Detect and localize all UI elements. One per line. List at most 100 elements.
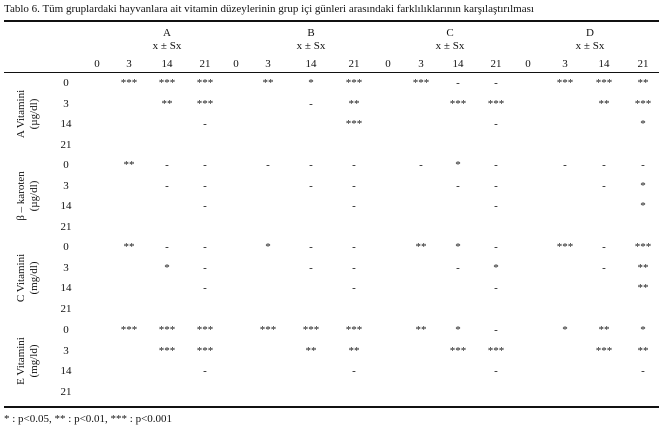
- significance-cell: -: [494, 159, 498, 171]
- significance-cell: -: [494, 241, 498, 253]
- significance-cell: ***: [556, 241, 574, 253]
- section-label: β – karoten (µg/dl): [15, 171, 41, 221]
- significance-cell: -: [352, 200, 356, 212]
- significance-cell: -: [494, 179, 498, 192]
- significance-cell: *: [493, 261, 499, 274]
- significance-cell: *: [562, 324, 568, 336]
- section-label-line: (mg/dl): [28, 261, 40, 295]
- row-day-label: 21: [60, 220, 72, 233]
- significance-cell: -: [494, 282, 498, 294]
- significance-cell: *: [640, 179, 646, 192]
- significance-cell: -: [266, 159, 270, 171]
- row-day-label: 21: [60, 302, 72, 315]
- significance-cell: -: [494, 200, 498, 212]
- significance-cell: ***: [449, 97, 467, 110]
- day-column-header: 3: [126, 58, 132, 70]
- significance-cell: -: [309, 261, 313, 274]
- significance-cell: -: [494, 324, 498, 336]
- bottom-rule: [4, 406, 659, 408]
- significance-cell: -: [165, 159, 169, 171]
- significance-cell: -: [203, 241, 207, 253]
- significance-cell: **: [637, 77, 649, 89]
- significance-cell: -: [563, 159, 567, 171]
- significance-cell: -: [309, 97, 313, 110]
- significance-cell: -: [456, 261, 460, 274]
- significance-cell: *: [640, 118, 646, 130]
- significance-cell: -: [165, 179, 169, 192]
- day-column-header: 21: [348, 58, 360, 70]
- row-day-label: 0: [63, 159, 69, 171]
- significance-cell: **: [415, 241, 427, 253]
- group-name: D: [586, 27, 594, 39]
- significance-cell: ***: [158, 77, 176, 89]
- significance-cell: **: [415, 324, 427, 336]
- group-name: C: [446, 27, 454, 39]
- group-stat: x ± Sx: [152, 40, 182, 52]
- day-column-header: 14: [452, 58, 464, 70]
- group-stat: x ± Sx: [296, 40, 326, 52]
- significance-cell: -: [203, 159, 207, 171]
- significance-cell: ***: [158, 344, 176, 357]
- significance-cell: *: [308, 77, 314, 89]
- row-day-label: 0: [63, 77, 69, 89]
- significance-cell: **: [598, 324, 610, 336]
- significance-cell: -: [203, 261, 207, 274]
- row-day-label: 21: [60, 385, 72, 398]
- section-label: C Vitamini (mg/dl): [15, 254, 41, 302]
- significance-cell: **: [598, 97, 610, 110]
- significance-cell: -: [203, 179, 207, 192]
- row-day-label: 3: [63, 344, 69, 357]
- significance-cell: ***: [259, 324, 277, 336]
- significance-cell: **: [348, 97, 360, 110]
- row-day-label: 0: [63, 241, 69, 253]
- significance-cell: -: [456, 179, 460, 192]
- day-column-header: 14: [161, 58, 173, 70]
- significance-cell: ***: [120, 77, 138, 89]
- significance-cell: ***: [345, 118, 363, 130]
- day-column-header: 0: [94, 58, 100, 70]
- significance-cell: -: [602, 241, 606, 253]
- significance-cell: ***: [556, 77, 574, 89]
- significance-cell: -: [352, 159, 356, 171]
- significance-cell: **: [123, 159, 135, 171]
- significance-cell: ***: [487, 97, 505, 110]
- significance-cell: -: [494, 77, 498, 89]
- significance-cell: -: [352, 365, 356, 377]
- significance-cell: -: [203, 365, 207, 377]
- significance-cell: **: [637, 344, 649, 357]
- significance-cell: -: [309, 179, 313, 192]
- section-label-line: C Vitamini: [15, 253, 27, 302]
- day-column-header: 0: [385, 58, 391, 70]
- significance-cell: ***: [449, 344, 467, 357]
- significance-cell: ***: [412, 77, 430, 89]
- section-label-line: (µg/dl): [28, 98, 40, 130]
- section-label-line: β – karoten: [15, 170, 27, 221]
- day-column-header: 3: [562, 58, 568, 70]
- significance-cell: -: [203, 200, 207, 212]
- group-name: A: [163, 27, 171, 39]
- section-label-line: E Vitamini: [15, 336, 27, 385]
- significance-cell: -: [494, 365, 498, 377]
- significance-cell: -: [641, 365, 645, 377]
- group-stat: x ± Sx: [435, 40, 465, 52]
- group-name: B: [307, 27, 315, 39]
- section-label-line: (mg/ld): [28, 344, 40, 378]
- row-day-label: 3: [63, 97, 69, 110]
- significance-cell: ***: [196, 324, 214, 336]
- section-label: E Vitamini (mg/ld): [15, 337, 41, 385]
- day-column-header: 3: [265, 58, 271, 70]
- row-day-label: 14: [60, 200, 72, 212]
- row-day-label: 14: [60, 118, 72, 130]
- significance-cell: ***: [196, 97, 214, 110]
- day-column-header: 21: [199, 58, 211, 70]
- significance-cell: ***: [196, 77, 214, 89]
- significance-cell: *: [455, 159, 461, 171]
- significance-cell: -: [641, 159, 645, 171]
- significance-cell: ***: [634, 241, 652, 253]
- significance-cell: *: [164, 261, 170, 274]
- day-column-header: 0: [233, 58, 239, 70]
- significance-cell: -: [352, 261, 356, 274]
- significance-cell: -: [456, 77, 460, 89]
- significance-legend: * : p<0.05, ** : p<0.01, *** : p<0.001: [4, 413, 173, 425]
- significance-cell: *: [455, 241, 461, 253]
